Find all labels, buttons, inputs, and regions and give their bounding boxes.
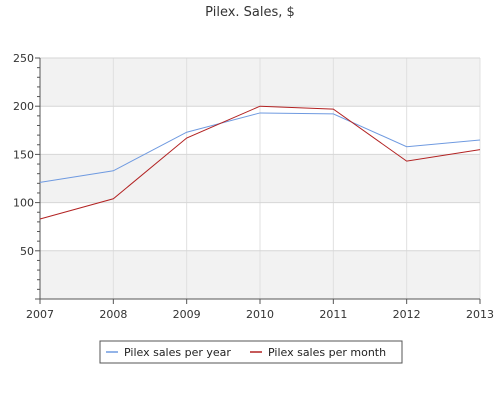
x-tick-label: 2013 xyxy=(466,308,494,321)
series-line-2 xyxy=(39,105,481,220)
x-tick-label: 2012 xyxy=(393,308,421,321)
axes xyxy=(35,57,481,304)
series-line-1 xyxy=(39,112,481,183)
y-tick-label: 150 xyxy=(13,148,34,161)
chart-title: Pilex. Sales, $ xyxy=(205,5,295,20)
y-tick-label: 50 xyxy=(20,245,34,258)
y-tick-label: 250 xyxy=(13,52,34,65)
series-layer xyxy=(39,105,481,220)
x-tick-label: 2008 xyxy=(99,308,127,321)
x-tick-label: 2009 xyxy=(173,308,201,321)
legend-label-1: Pilex sales per year xyxy=(124,346,231,359)
x-tick-label: 2007 xyxy=(26,308,54,321)
y-tick-label: 100 xyxy=(13,197,34,210)
tick-labels: 50 100 150 200 250 2007 2008 2009 2010 2011 2012 20… xyxy=(13,52,494,321)
y-tick-label: 200 xyxy=(13,100,34,113)
legend: Pilex sales per year Pilex sales per mont… xyxy=(99,340,403,364)
x-tick-label: 2011 xyxy=(319,308,347,321)
legend-label-2: Pilex sales per month xyxy=(268,346,386,359)
x-tick-label: 2010 xyxy=(246,308,274,321)
